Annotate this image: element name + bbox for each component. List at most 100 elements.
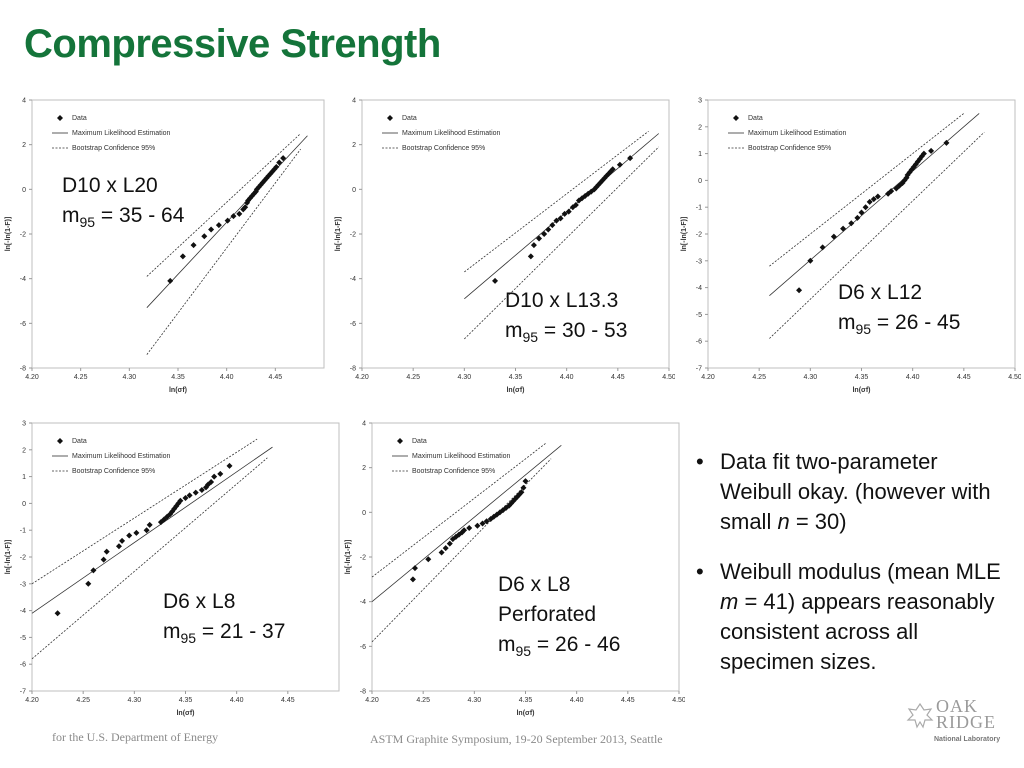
footer-doe: for the U.S. Department of Energy xyxy=(52,730,219,744)
ci-upper-line xyxy=(464,130,649,273)
legend-label-mle: Maximum Likelihood Estimation xyxy=(72,453,171,460)
y-tick-label: -2 xyxy=(360,555,366,562)
y-tick-label: -6 xyxy=(20,662,26,669)
x-tick-label: 4.50 xyxy=(662,374,675,381)
data-point xyxy=(242,204,249,211)
data-point xyxy=(192,489,199,496)
data-point xyxy=(579,195,586,202)
data-point xyxy=(146,521,153,528)
data-point xyxy=(133,529,140,536)
data-point xyxy=(208,478,215,485)
data-point xyxy=(208,226,215,233)
x-tick-label: 4.35 xyxy=(509,374,523,381)
legend-label-ci: Bootstrap Confidence 95% xyxy=(72,145,155,152)
data-point xyxy=(888,188,895,195)
data-point xyxy=(530,242,537,249)
x-tick-label: 4.40 xyxy=(906,374,920,381)
data-point xyxy=(198,487,205,493)
specimen-label-line: Perforated xyxy=(498,603,596,626)
chart-d10-l13-3: 4 2 0 -2 -4 -6 -8 4.20 4.25 4.30 4.35 4.40 4.45 4.50 l… xyxy=(330,92,675,402)
data-point xyxy=(224,217,231,224)
legend-label-ci: Bootstrap Confidence 95% xyxy=(412,468,495,475)
data-point xyxy=(164,513,171,520)
slide-title: Compressive Strength xyxy=(24,22,441,66)
x-tick-label: 4.40 xyxy=(230,697,244,704)
x-tick-label: 4.45 xyxy=(269,374,283,381)
y-tick-label: -6 xyxy=(696,339,702,346)
data-point xyxy=(609,166,616,173)
x-axis-label: ln(σf) xyxy=(176,710,194,717)
data-point xyxy=(409,576,416,583)
data-point xyxy=(840,225,847,232)
y-tick-label: -7 xyxy=(20,689,26,696)
legend-label-data: Data xyxy=(402,115,417,122)
y-tick-label: 4 xyxy=(22,98,26,105)
data-point xyxy=(536,235,543,242)
chart-d6-l8: 3 2 1 0 -1 -2 -3 -4 -5 -6 -7 4.20 4.25 4.30 4.35 4.40 4.… xyxy=(0,415,345,725)
legend-label-data: Data xyxy=(72,115,87,122)
logo-line-1: OAK xyxy=(936,696,978,716)
y-tick-label: 4 xyxy=(362,421,366,428)
finding-var-n: n xyxy=(777,509,790,534)
data-point xyxy=(493,511,500,518)
y-tick-label: -4 xyxy=(20,608,26,615)
data-point xyxy=(522,478,529,485)
legend-marker-data xyxy=(397,438,403,444)
data-point xyxy=(899,180,906,187)
data-point xyxy=(885,190,892,197)
x-tick-label: 4.35 xyxy=(179,697,193,704)
legend-label-mle: Maximum Likelihood Estimation xyxy=(402,130,501,137)
legend-marker-data xyxy=(57,115,63,121)
ci-lower-line xyxy=(769,131,985,339)
data-point xyxy=(230,213,237,220)
x-tick-label: 4.35 xyxy=(171,374,185,381)
data-point xyxy=(866,198,873,205)
finding-text-b: = 30) xyxy=(789,509,847,534)
x-tick-label: 4.35 xyxy=(855,374,869,381)
data-point xyxy=(862,204,869,211)
ci-lower-line xyxy=(146,148,301,355)
x-tick-label: 4.45 xyxy=(281,697,295,704)
x-tick-label: 4.40 xyxy=(560,374,574,381)
specimen-label-line: m95 = 35 - 64 xyxy=(62,204,185,230)
y-axis-label: ln[-ln(1-F)] xyxy=(335,217,342,252)
specimen-label-line: D6 x L8 xyxy=(498,573,570,596)
plot-frame xyxy=(31,99,325,369)
leaf-icon xyxy=(906,702,934,729)
ci-upper-line xyxy=(371,442,547,578)
data-point xyxy=(103,548,110,555)
x-tick-label: 4.20 xyxy=(701,374,715,381)
data-point xyxy=(280,155,287,162)
data-point xyxy=(449,536,456,543)
data-point xyxy=(466,524,473,531)
x-tick-label: 4.45 xyxy=(621,697,635,704)
y-axis-label: ln[-ln(1-F)] xyxy=(345,540,352,575)
data-point xyxy=(215,222,222,229)
data-point xyxy=(874,193,881,200)
y-tick-label: -8 xyxy=(360,689,366,696)
data-point xyxy=(177,497,184,504)
footer-conference: ASTM Graphite Symposium, 19-20 September… xyxy=(370,732,663,746)
specimen-label-line: m95 = 30 - 53 xyxy=(505,319,627,345)
data-point xyxy=(928,147,935,154)
data-point xyxy=(167,511,174,518)
data-point xyxy=(143,527,150,534)
y-tick-label: 2 xyxy=(22,447,26,454)
mle-line xyxy=(31,446,273,614)
data-point xyxy=(190,242,197,249)
data-point xyxy=(119,537,126,544)
data-point xyxy=(920,150,927,157)
y-tick-label: 0 xyxy=(22,187,26,194)
y-tick-label: -8 xyxy=(20,366,26,373)
data-point xyxy=(858,209,865,216)
mle-line xyxy=(769,113,980,296)
mle-line xyxy=(464,133,660,300)
data-point xyxy=(943,139,950,146)
data-point xyxy=(896,182,903,189)
data-point xyxy=(545,226,552,233)
legend-label-data: Data xyxy=(412,438,427,445)
plot-frame xyxy=(371,422,680,692)
data-point xyxy=(870,196,877,203)
y-tick-label: 1 xyxy=(22,474,26,481)
data-point xyxy=(248,193,255,200)
